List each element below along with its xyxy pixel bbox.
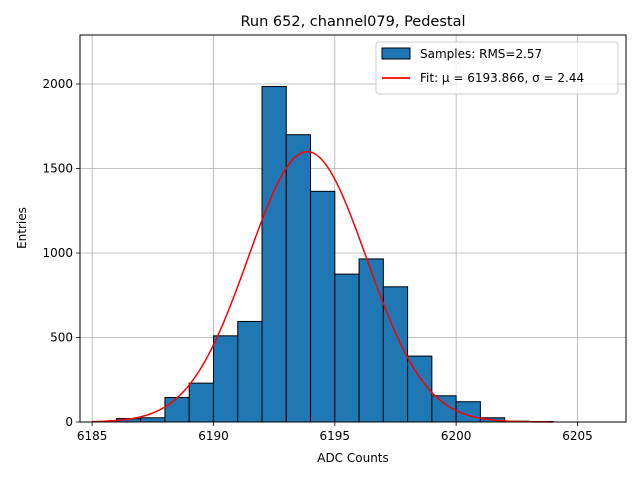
histogram-bar (237, 320, 263, 423)
x-tick-label: 6195 (320, 429, 351, 443)
legend-label-samples: Samples: RMS=2.57 (420, 47, 542, 61)
y-tick-label: 1000 (42, 246, 73, 260)
y-tick-label: 1500 (42, 162, 73, 176)
histogram-bar (358, 258, 384, 423)
histogram-bar (285, 134, 312, 423)
histogram-bar (140, 417, 166, 423)
y-tick-label: 2000 (42, 77, 73, 91)
y-axis-label: Entries (15, 207, 29, 249)
x-tick-label: 6185 (77, 429, 108, 443)
chart-title: Run 652, channel079, Pedestal (240, 14, 465, 30)
histogram-bar (164, 396, 190, 423)
histogram-bar (334, 273, 360, 423)
histogram-bar (212, 335, 239, 423)
axis-ticks: 6185 6190 6195 6200 6205 0 500 1000 1500 2000 (42, 77, 592, 443)
fit-curve (92, 150, 554, 423)
legend: Samples: RMS=2.57 Fit: μ = 6193.866, σ =… (375, 41, 619, 95)
legend-swatch-samples (381, 47, 411, 60)
y-tick-label: 0 (65, 415, 73, 429)
histogram-bar (188, 382, 214, 423)
histogram-bar (310, 190, 336, 423)
histogram-bar (382, 286, 409, 423)
legend-label-fit: Fit: μ = 6193.866, σ = 2.44 (420, 71, 584, 85)
x-tick-label: 6200 (441, 429, 472, 443)
axes-frame (79, 34, 627, 423)
y-tick-label: 500 (50, 331, 73, 345)
histogram-bars (115, 86, 554, 423)
x-tick-label: 6205 (562, 429, 593, 443)
histogram-bar (261, 86, 287, 423)
legend-frame (375, 41, 619, 95)
x-axis-label: ADC Counts (317, 451, 389, 465)
x-tick-label: 6190 (198, 429, 229, 443)
